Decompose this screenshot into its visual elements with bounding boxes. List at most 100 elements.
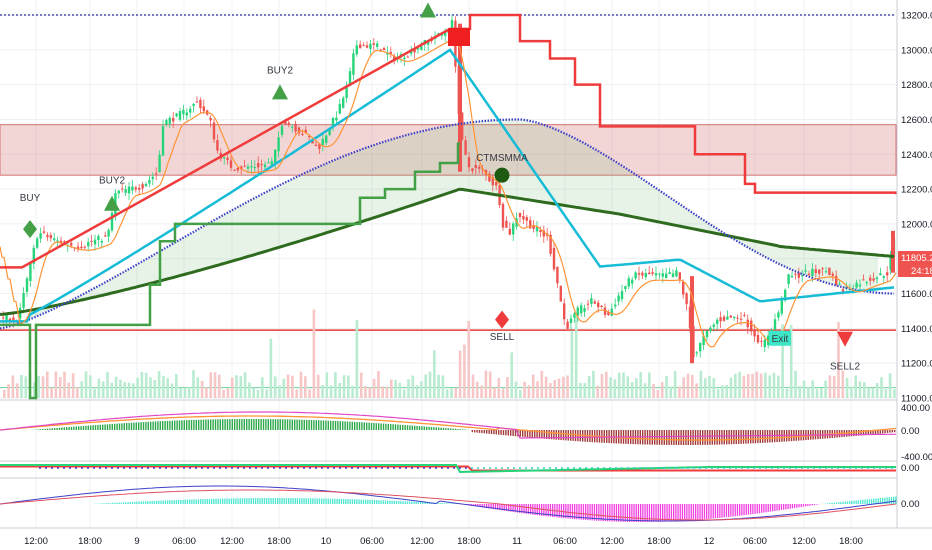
osc2-dot [567, 467, 569, 469]
osc1-bar [490, 430, 493, 434]
osc1-bar [397, 424, 399, 430]
candle-body [5, 314, 8, 321]
osc2-dot [297, 467, 299, 469]
osc3-bar [354, 499, 356, 504]
osc1-bar [771, 430, 773, 443]
osc3-bar [351, 499, 354, 504]
candle-body [858, 284, 862, 287]
candle-body [253, 167, 256, 169]
osc1-bar [730, 430, 733, 445]
osc2-dot [561, 467, 563, 469]
volume-bar [325, 372, 329, 398]
osc3-bar [622, 504, 624, 522]
volume-bar [437, 374, 440, 398]
volume-bar [592, 370, 595, 398]
osc3-bar [871, 498, 873, 504]
osc1-bar [42, 429, 44, 430]
osc1-bar [234, 419, 236, 430]
osc3-bar [875, 498, 877, 504]
osc3-line [0, 485, 897, 522]
buy-triangle-marker [420, 2, 436, 18]
volume-bar [196, 377, 200, 398]
osc1-tick-label: 0.00 [901, 426, 920, 437]
candle-body [202, 106, 205, 112]
candle-body [314, 144, 318, 147]
osc2-tick-label: 0.00 [901, 463, 920, 474]
osc1-bar [274, 419, 277, 430]
osc3-bar [699, 504, 701, 520]
osc3-bar [208, 498, 211, 504]
osc1-bar [68, 427, 70, 430]
osc2-dot [585, 467, 587, 469]
osc3-bar [384, 500, 387, 504]
osc1-bar [474, 430, 476, 433]
osc3-bar [140, 501, 142, 504]
osc1-bar [531, 430, 533, 438]
osc2-dot [453, 467, 455, 469]
osc3-bar [125, 502, 127, 504]
candle-body [821, 268, 824, 270]
osc1-bar [526, 430, 529, 438]
volume-bar [235, 375, 238, 398]
osc3-bar [765, 504, 767, 513]
osc1-bar [133, 422, 135, 430]
candle-body [471, 168, 474, 171]
candle-body [420, 46, 423, 50]
osc1-bar [140, 422, 142, 430]
osc3-bar [327, 498, 329, 504]
osc3-tick-label: 0.00 [901, 499, 920, 510]
osc2-dot [213, 467, 215, 469]
osc1-bar [368, 422, 370, 430]
osc1-bar [70, 426, 73, 430]
candle-body [767, 335, 770, 346]
osc1-bar [188, 420, 190, 430]
osc3-bar [178, 499, 180, 504]
volume-bar [669, 386, 673, 398]
candle-body [413, 48, 416, 53]
osc1-bar [752, 430, 754, 444]
osc1-bar [877, 430, 879, 434]
osc2-dot [459, 467, 461, 469]
x-tick-label: 18:00 [267, 536, 291, 547]
osc1-bar [37, 429, 39, 430]
osc3-bar [475, 504, 477, 507]
osc2-dot [867, 467, 869, 469]
osc1-bar [212, 419, 214, 430]
osc1-bar [349, 421, 351, 430]
osc1-bar [92, 425, 94, 430]
candle-body [722, 316, 726, 321]
osc2-dot [507, 467, 509, 469]
osc1-bar [577, 430, 579, 442]
osc3-bar [607, 504, 609, 522]
osc1-bar [366, 422, 368, 430]
osc3-bar [274, 498, 277, 504]
osc2-dot [291, 467, 293, 469]
volume-bar [377, 371, 380, 398]
volume-bar [230, 377, 234, 398]
osc2-dot [483, 467, 485, 469]
osc1-bar [670, 430, 673, 445]
osc3-bar [184, 499, 186, 504]
volume-bar [273, 376, 277, 398]
osc3-bar [477, 504, 479, 507]
osc2-dot [555, 467, 557, 469]
osc2-dot [537, 467, 539, 469]
volume-bar [794, 370, 797, 398]
osc3-bar [164, 500, 167, 504]
osc3-bar [189, 499, 191, 504]
osc1-bar [874, 430, 877, 435]
x-tick-label: 11 [512, 536, 522, 547]
osc2-dot [621, 467, 623, 469]
osc1-bar [462, 429, 464, 430]
osc1-bar [325, 420, 327, 430]
osc1-bar [534, 430, 536, 438]
osc2-dot [387, 467, 389, 469]
osc1-bar [54, 428, 56, 430]
osc2-dot [411, 467, 413, 469]
osc2-dot [345, 467, 347, 469]
osc3-bar [266, 498, 268, 504]
osc1-bar [548, 430, 550, 440]
osc3-bar [393, 500, 395, 504]
osc1-bar [476, 430, 478, 433]
